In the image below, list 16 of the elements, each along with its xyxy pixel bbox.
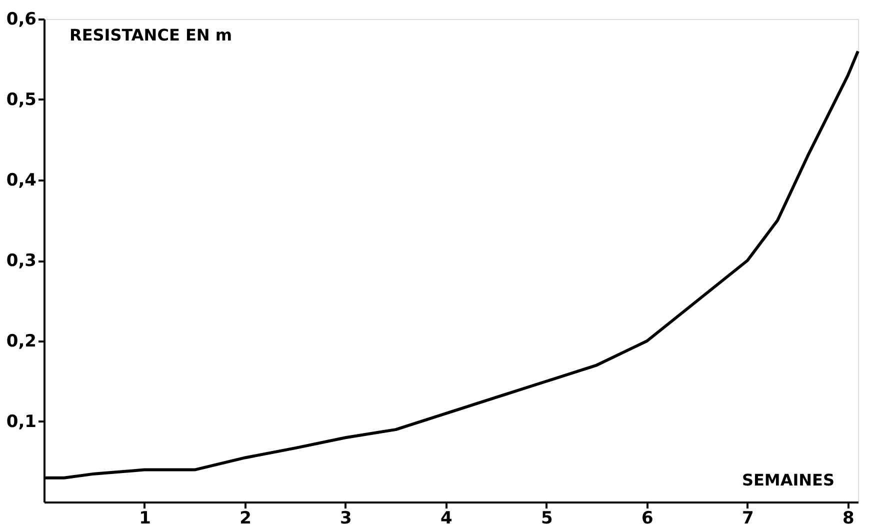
x-tick-label: 3 — [340, 508, 352, 528]
x-axis-title: SEMAINES — [742, 470, 834, 490]
x-tick-label: 4 — [440, 508, 453, 528]
x-tick-label: 8 — [842, 508, 854, 528]
y-tick-label: 0,5 — [6, 90, 36, 110]
x-tick-label: 2 — [240, 508, 252, 528]
x-tick-label: 5 — [541, 508, 553, 528]
y-tick-label: 0,1 — [6, 412, 36, 432]
y-tick-label: 0,6 — [6, 10, 36, 30]
x-tick-label: 1 — [139, 508, 151, 528]
y-tick-label: 0,2 — [6, 332, 36, 352]
y-tick-label: 0,3 — [6, 251, 36, 271]
y-axis-title: RESISTANCE EN m — [70, 26, 232, 44]
x-tick-label: 6 — [642, 508, 654, 528]
y-tick-label: 0,4 — [6, 170, 37, 190]
x-tick-label: 7 — [742, 508, 754, 528]
